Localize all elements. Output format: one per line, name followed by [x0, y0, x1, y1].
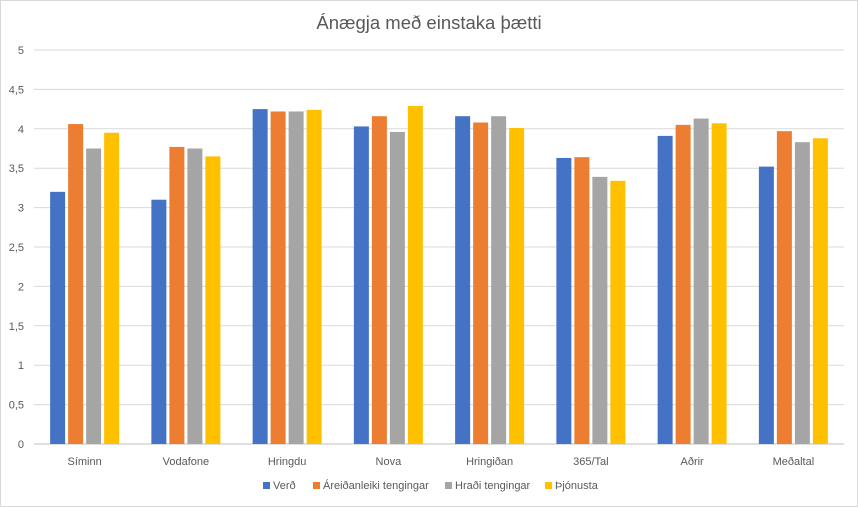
bar-hra-i-tengingar-hringi-an — [491, 116, 507, 444]
bar-ver-me-altal — [758, 166, 774, 444]
legend-swatch-jonusta — [545, 482, 552, 489]
bar-jonusta-hringdu — [306, 109, 322, 444]
bar-ver-a-rir — [657, 135, 673, 444]
legend-swatch-arei-anleiki-tengingar — [313, 482, 320, 489]
x-tick-label: Síminn — [68, 456, 102, 468]
bar-arei-anleiki-tengingar-a-rir — [675, 124, 691, 445]
legend-label: Þjónusta — [555, 480, 599, 492]
bar-jonusta-hringi-an — [509, 128, 525, 444]
legend-swatch-ver — [263, 482, 270, 489]
bar-jonusta-a-rir — [711, 123, 727, 444]
bar-ver-365-tal — [556, 157, 572, 444]
y-tick-label: 3 — [18, 203, 24, 215]
bar-hra-i-tengingar-365-tal — [592, 176, 608, 445]
bar-ver-hringi-an — [455, 116, 471, 444]
bar-hra-i-tengingar-siminn — [86, 148, 102, 444]
bar-ver-hringdu — [252, 109, 268, 444]
bar-hra-i-tengingar-a-rir — [693, 118, 709, 444]
bar-jonusta-me-altal — [812, 138, 828, 445]
y-tick-label: 0 — [18, 439, 24, 451]
legend-label: Áreiðanleiki tengingar — [323, 479, 429, 492]
legend-swatch-hra-i-tengingar — [445, 482, 452, 489]
bar-ver-vodafone — [151, 199, 167, 444]
legend-label: Verð — [273, 480, 296, 492]
chart-title: Ánægja með einstaka þætti — [316, 12, 541, 33]
x-tick-label: Hringiðan — [466, 456, 513, 468]
x-tick-label: Aðrir — [681, 456, 705, 468]
x-axis-ticks: Síminn Vodafone Hringdu Nova Hringiðan 365/Ta… — [68, 456, 815, 468]
x-tick-label: Vodafone — [163, 456, 210, 468]
legend-label: Hraði tengingar — [455, 480, 531, 492]
y-tick-label: 1,5 — [9, 321, 24, 333]
y-tick-label: 1 — [18, 360, 24, 372]
y-tick-label: 5 — [18, 45, 24, 57]
bar-arei-anleiki-tengingar-me-altal — [776, 131, 792, 444]
bar-jonusta-siminn — [104, 132, 120, 445]
y-tick-label: 4,5 — [9, 84, 24, 96]
bar-arei-anleiki-tengingar-365-tal — [574, 157, 590, 444]
bar-jonusta-365-tal — [610, 180, 626, 445]
bar-hra-i-tengingar-hringdu — [288, 111, 304, 445]
bar-arei-anleiki-tengingar-nova — [371, 116, 387, 444]
y-tick-label: 4 — [18, 124, 24, 136]
bar-ver-siminn — [50, 191, 66, 444]
y-axis-ticks: 0 0,5 1 1,5 2 2,5 3 3,5 4 4,5 5 — [9, 45, 24, 451]
bar-arei-anleiki-tengingar-hringdu — [270, 111, 286, 445]
bar-hra-i-tengingar-me-altal — [794, 142, 810, 445]
y-tick-label: 0,5 — [9, 400, 24, 412]
bar-hra-i-tengingar-nova — [389, 131, 405, 444]
y-tick-label: 3,5 — [9, 163, 24, 175]
bar-jonusta-vodafone — [205, 156, 221, 444]
y-tick-label: 2 — [18, 281, 24, 293]
bar-arei-anleiki-tengingar-siminn — [68, 124, 84, 445]
x-tick-label: Nova — [376, 456, 403, 468]
x-tick-label: Meðaltal — [773, 456, 815, 468]
x-tick-label: 365/Tal — [573, 456, 608, 468]
legend: Verð Áreiðanleiki tengingar Hraði tenginga… — [263, 479, 599, 492]
bar-hra-i-tengingar-vodafone — [187, 148, 203, 444]
bar-ver-nova — [353, 126, 369, 444]
y-tick-label: 2,5 — [9, 242, 24, 254]
bars — [50, 105, 828, 445]
bar-arei-anleiki-tengingar-hringi-an — [473, 122, 489, 444]
bar-arei-anleiki-tengingar-vodafone — [169, 146, 185, 444]
bar-jonusta-nova — [407, 105, 423, 444]
gridlines — [34, 49, 844, 445]
x-tick-label: Hringdu — [268, 456, 307, 468]
